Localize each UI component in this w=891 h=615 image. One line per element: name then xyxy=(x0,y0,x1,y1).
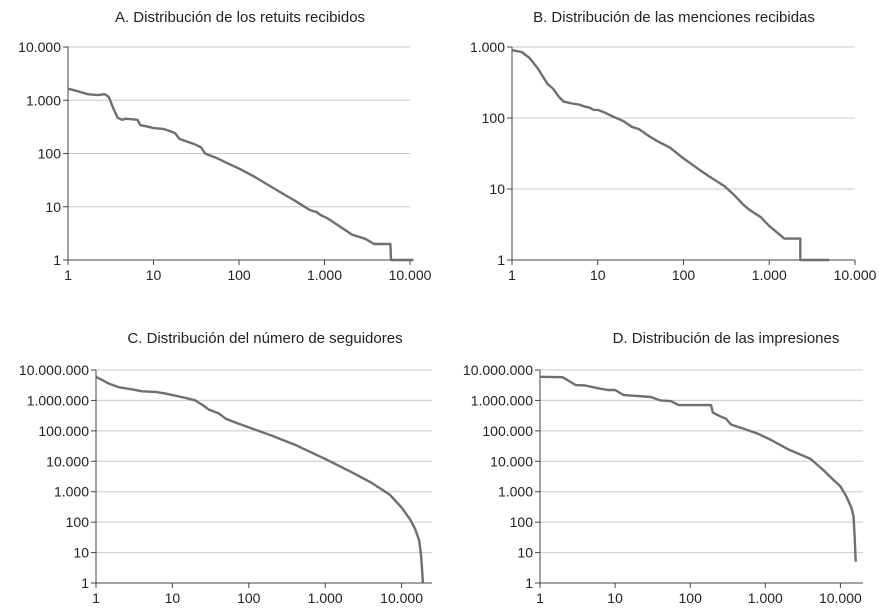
y-tick-label: 10.000 xyxy=(18,39,61,55)
x-tick-label: 100 xyxy=(679,590,703,606)
x-tick-label: 10.000 xyxy=(819,590,862,606)
x-tick-label: 1 xyxy=(536,590,544,606)
x-tick-label: 1.000 xyxy=(752,267,787,283)
y-tick-label: 100 xyxy=(66,514,90,530)
y-tick-label: 10 xyxy=(489,181,505,197)
chart-d: D. Distribución de las impresiones 1 10 100… xyxy=(463,330,863,606)
chart-title: B. Distribución de las menciones recibid… xyxy=(533,9,815,26)
x-tick-label: 1.000 xyxy=(307,267,342,283)
y-tick-label: 10.000.000 xyxy=(463,362,533,378)
x-tick-label: 1 xyxy=(64,267,72,283)
y-tick-label: 10.000 xyxy=(46,453,89,469)
y-tick-label: 1 xyxy=(497,252,505,268)
chart-b: B. Distribución de las menciones recibid… xyxy=(470,9,877,283)
y-tick-label: 10 xyxy=(517,545,533,561)
y-tick-label: 100 xyxy=(482,110,506,126)
y-tick-label: 1.000 xyxy=(26,92,61,108)
x-tick-label: 100 xyxy=(227,267,251,283)
y-tick-label: 100 xyxy=(38,146,62,162)
y-tick-label: 10.000.000 xyxy=(19,362,89,378)
y-tick-label: 10 xyxy=(73,545,89,561)
chart-title: A. Distribución de los retuits recibidos xyxy=(115,9,365,26)
series-line xyxy=(539,375,857,562)
y-tick-label: 1.000 xyxy=(54,484,89,500)
y-tick-label: 1.000 xyxy=(498,484,533,500)
chart-title: C. Distribución del número de seguidores xyxy=(127,330,402,347)
y-tick-label: 10 xyxy=(45,199,61,215)
x-tick-label: 10 xyxy=(146,267,162,283)
x-tick-label: 10 xyxy=(165,590,181,606)
chart-title: D. Distribución de las impresiones xyxy=(613,330,840,347)
x-tick-label: 100 xyxy=(672,267,696,283)
x-tick-label: 10 xyxy=(607,590,623,606)
y-tick-label: 100.000 xyxy=(38,423,89,439)
x-tick-label: 1 xyxy=(508,267,516,283)
series-line xyxy=(67,87,414,262)
y-tick-label: 1.000.000 xyxy=(27,392,89,408)
y-tick-label: 10.000 xyxy=(490,453,533,469)
x-tick-label: 1.000 xyxy=(748,590,783,606)
x-tick-label: 100 xyxy=(237,590,261,606)
x-tick-label: 10.000 xyxy=(834,267,877,283)
x-tick-label: 10.000 xyxy=(380,590,423,606)
series-line xyxy=(511,49,830,262)
series-line xyxy=(95,375,425,584)
chart-a: A. Distribución de los retuits recibidos… xyxy=(18,9,431,283)
x-tick-label: 10 xyxy=(590,267,606,283)
y-tick-label: 1.000.000 xyxy=(471,392,533,408)
x-tick-label: 10.000 xyxy=(389,267,432,283)
y-tick-label: 1 xyxy=(53,252,61,268)
y-tick-label: 100.000 xyxy=(482,423,533,439)
y-tick-label: 1 xyxy=(81,575,89,591)
chart-c: C. Distribución del número de seguidores… xyxy=(19,330,432,606)
y-tick-label: 1 xyxy=(525,575,533,591)
y-tick-label: 100 xyxy=(510,514,534,530)
x-tick-label: 1 xyxy=(92,590,100,606)
y-tick-label: 1.000 xyxy=(470,39,505,55)
x-tick-label: 1.000 xyxy=(308,590,343,606)
